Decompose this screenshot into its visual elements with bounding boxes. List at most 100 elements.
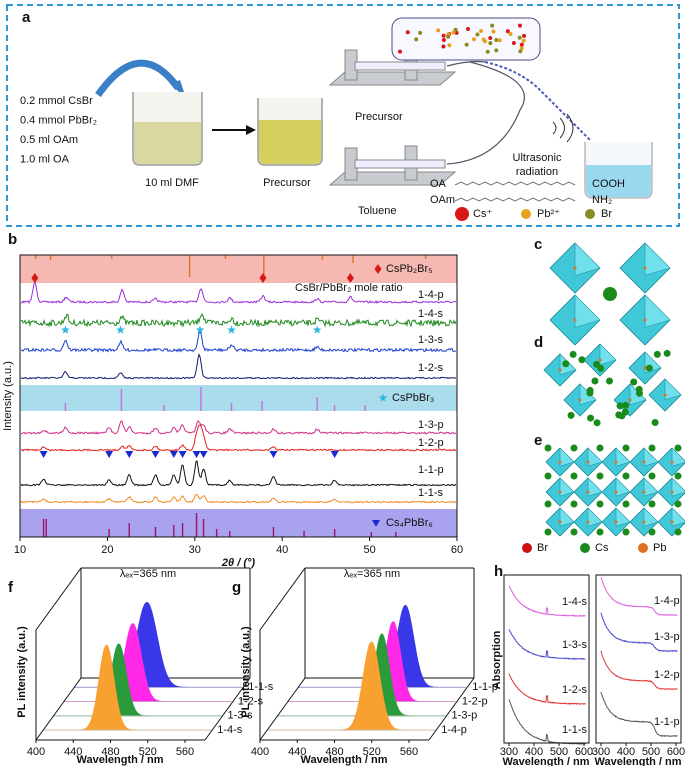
legend-ball [522, 543, 532, 553]
marker-diamond [259, 273, 267, 283]
particle [508, 31, 513, 36]
y-axis-label: Intensity (a.u.) [2, 361, 14, 431]
cs-atom [635, 385, 643, 393]
absorption-spectrum [600, 691, 678, 738]
x-tick-label: 480 [101, 746, 119, 758]
cs-atom [618, 412, 626, 420]
x-axis-label: Wavelength / nm [595, 756, 682, 766]
legend-label: Br [601, 208, 612, 220]
solvent-label: 10 ml DMF [145, 177, 199, 189]
pb-atom [578, 398, 582, 402]
particle [522, 33, 527, 38]
series-label: 1-4-s [217, 724, 243, 736]
series-label: 1-2-s [238, 695, 264, 707]
reagent: 0.5 ml OAm [20, 134, 78, 146]
arrow-head [246, 125, 256, 135]
legend-label: Pb²⁺ [537, 208, 560, 220]
tubing-coil [484, 61, 591, 141]
pb-atom [670, 520, 674, 524]
pb-atom [558, 520, 562, 524]
cs-atom [587, 414, 595, 422]
reference-label: Cs₄PbBr₆ [386, 517, 433, 529]
cs-atom [674, 444, 682, 452]
sound-waves [552, 113, 574, 143]
trace-label: 1-4-s [418, 308, 444, 320]
pb-atom [670, 490, 674, 494]
panel-label: g [232, 579, 241, 596]
x-tick-label: 40 [276, 544, 288, 556]
x-tick-label: 20 [101, 544, 113, 556]
pb-atom [643, 266, 647, 270]
xrd-trace [20, 460, 457, 487]
legend-ball [585, 209, 595, 219]
reference-label: CsPb₂Br₅ [386, 263, 433, 275]
x-tick-label: 30 [189, 544, 201, 556]
series-label: 1-1-p [654, 716, 680, 728]
cs-atom [593, 360, 601, 368]
particle [436, 28, 441, 33]
absorption-spectrum [600, 650, 678, 691]
cs-atom [605, 377, 613, 385]
cs-atom [648, 472, 656, 480]
particle [494, 37, 499, 42]
legend-label: Br [537, 542, 548, 554]
pb-atom [670, 460, 674, 464]
particle [441, 33, 446, 38]
octahedron-face [599, 343, 617, 366]
particle [464, 42, 469, 47]
trace-label: 1-2-s [418, 362, 444, 374]
pb-atom [558, 490, 562, 494]
cs-atom [596, 528, 604, 536]
trace-label: 1-1-p [418, 464, 444, 476]
particle [518, 49, 523, 54]
cs-atom [570, 528, 578, 536]
octahedron-face [587, 507, 603, 527]
x-tick-label: 560 [400, 746, 418, 758]
marker-triangle [178, 451, 187, 458]
axis-frame [259, 567, 306, 631]
octahedron-face [644, 294, 671, 328]
marker-triangle [192, 451, 201, 458]
pb-atom [642, 490, 646, 494]
particle [519, 42, 524, 47]
legend-label: Cs⁺ [473, 208, 492, 220]
series-label: 1-4-p [654, 595, 680, 607]
pb-atom [586, 460, 590, 464]
y-axis-label: Absorption [491, 630, 503, 689]
panel-label: e [534, 432, 542, 449]
excitation-label: λₑₓ=365 nm [120, 568, 176, 580]
particle [475, 32, 480, 37]
pb-atom [614, 490, 618, 494]
octahedron-face [671, 477, 685, 497]
cs-atom [586, 386, 594, 394]
x-tick-label: 600 [667, 746, 685, 758]
water [586, 165, 651, 197]
trace-label: 1-1-s [418, 487, 444, 499]
precursor-label: Precursor [355, 111, 403, 123]
cs-atom [622, 500, 630, 508]
reference-band [20, 509, 457, 537]
marker-star [61, 325, 70, 334]
y-axis-label: PL intensity (a.u.) [16, 626, 28, 718]
octahedron-face [615, 447, 631, 467]
octahedron-face [615, 477, 631, 497]
marker-triangle [199, 451, 208, 458]
cs-atom [570, 444, 578, 452]
marker-star [195, 325, 205, 334]
series-label: 1-2-p [654, 669, 680, 681]
pb-atom [586, 520, 590, 524]
particle [519, 46, 524, 51]
pb-atom [558, 368, 562, 372]
particle [497, 38, 502, 43]
particle [465, 26, 470, 31]
octahedron-face [644, 242, 671, 276]
pb-atom [558, 460, 562, 464]
cs-atom [630, 378, 638, 386]
pb-atom [586, 490, 590, 494]
pb-atom [598, 358, 602, 362]
x-tick-label: 400 [617, 746, 635, 758]
x-tick-label: 600 [575, 746, 593, 758]
x-tick-label: 60 [451, 544, 463, 556]
x-axis-label: Wavelength / nm [503, 756, 590, 766]
